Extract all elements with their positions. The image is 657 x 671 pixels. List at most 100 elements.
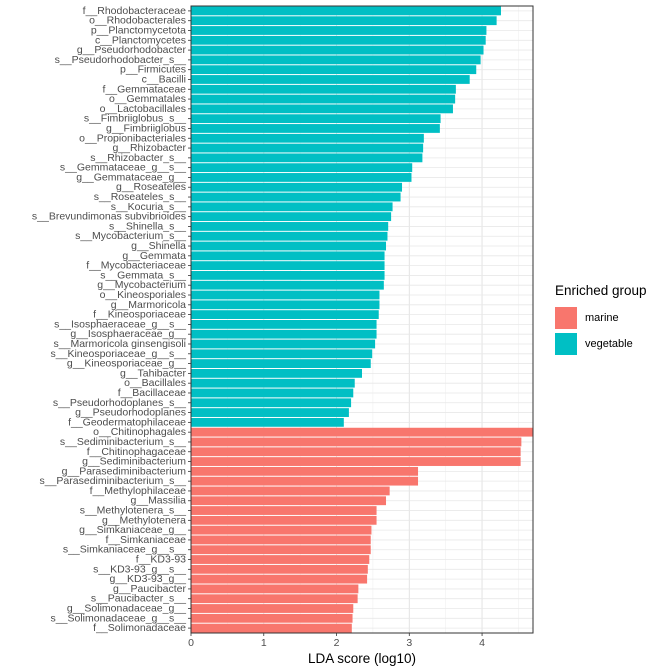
y-tick-label: s__Pseudorhodobacter_s__ bbox=[55, 54, 187, 66]
bar-marine bbox=[191, 613, 353, 623]
y-tick-label: s__Methylotenera_s__ bbox=[80, 505, 186, 517]
y-tick-label: g__Solimonadaceae_g__ bbox=[67, 603, 186, 615]
y-tick-label: g__Fimbriiglobus bbox=[106, 122, 186, 134]
bar-marine bbox=[191, 506, 377, 515]
bar-vegetable bbox=[191, 349, 373, 359]
bar-vegetable bbox=[191, 55, 481, 65]
bar-vegetable bbox=[191, 6, 501, 16]
legend-title: Enriched group bbox=[555, 283, 647, 298]
bar-vegetable bbox=[191, 408, 349, 417]
y-tick-label: o__Gemmatales bbox=[109, 93, 186, 105]
bar-vegetable bbox=[191, 84, 456, 94]
bar-vegetable bbox=[191, 16, 497, 26]
y-tick-label: o__Rhodobacterales bbox=[89, 15, 186, 27]
y-tick-label: s__Shinella_s__ bbox=[109, 220, 186, 232]
bar-marine bbox=[191, 555, 370, 564]
x-axis-title: LDA score (log10) bbox=[308, 651, 416, 666]
x-axis: 0 1 2 3 4 bbox=[188, 633, 485, 649]
bar-vegetable bbox=[191, 124, 440, 133]
y-tick-label: s__Sediminibacterium_s__ bbox=[60, 436, 186, 448]
x-tick-label: 4 bbox=[479, 637, 485, 649]
y-tick-label: p__Planctomycetota bbox=[91, 24, 186, 36]
bar-vegetable bbox=[191, 182, 403, 192]
panel-border bbox=[190, 5, 534, 634]
bar-vegetable bbox=[191, 417, 344, 427]
bar-vegetable bbox=[191, 319, 377, 329]
y-tick-label: s__Marmoricola ginsengisoli bbox=[54, 338, 186, 350]
y-tick-label: s__Gemmata_s__ bbox=[100, 269, 186, 281]
bar-vegetable bbox=[191, 75, 470, 84]
y-tick-label: f__Mycobacteriaceae bbox=[86, 260, 186, 272]
y-tick-label: g__Isosphaeraceae_g__ bbox=[70, 328, 186, 340]
y-tick-label: f__Bacillaceae bbox=[118, 387, 186, 399]
legend-key-marine bbox=[555, 307, 577, 329]
y-tick-label: g__Gemmata bbox=[122, 250, 186, 262]
y-tick-label: f__Solimonadaceae bbox=[93, 622, 186, 634]
y-tick-label: g__Roseateles bbox=[116, 181, 186, 193]
y-tick-label: f__Simkaniaceae bbox=[105, 534, 186, 546]
bar-vegetable bbox=[191, 359, 371, 368]
y-tick-label: o__Bacillales bbox=[124, 377, 186, 389]
y-tick-label: f__Rhodobacteraceae bbox=[83, 5, 186, 17]
y-tick-label: s__Kocuria_s__ bbox=[111, 201, 186, 213]
bars bbox=[191, 6, 533, 633]
x-tick-label: 3 bbox=[406, 637, 412, 649]
y-tick-label: s__Solimonadaceae_g__s__ bbox=[51, 612, 187, 624]
bar-vegetable bbox=[191, 388, 354, 398]
y-tick-label: g__Gemmataceae_g__ bbox=[76, 171, 186, 183]
legend-key-vegetable bbox=[555, 333, 577, 355]
bar-marine bbox=[191, 604, 354, 613]
y-tick-label: s__Kineosporiaceae_g__s__ bbox=[51, 348, 187, 360]
bar-vegetable bbox=[191, 222, 389, 231]
y-tick-label: o__Kineosporiales bbox=[100, 289, 186, 301]
bar-vegetable bbox=[191, 329, 377, 339]
bar-marine bbox=[191, 584, 359, 594]
y-tick-label: g__Methylotenera bbox=[102, 514, 186, 526]
x-tick-label: 1 bbox=[261, 637, 267, 649]
bar-marine bbox=[191, 427, 533, 437]
bar-vegetable bbox=[191, 114, 441, 124]
y-tick-label: o__Lactobacillales bbox=[100, 103, 186, 115]
y-tick-label: f__KD3-93 bbox=[136, 554, 186, 566]
y-tick-label: s__Mycobacterium_s__ bbox=[75, 230, 186, 242]
y-tick-label: g__Rhizobacter bbox=[112, 142, 186, 154]
y-tick-label: s__Paucibacter_s__ bbox=[91, 593, 186, 605]
bar-vegetable bbox=[191, 104, 453, 114]
y-tick-label: g__Paucibacter bbox=[113, 583, 186, 595]
bar-vegetable bbox=[191, 35, 486, 45]
bar-vegetable bbox=[191, 202, 393, 212]
bar-marine bbox=[191, 447, 521, 457]
bar-marine bbox=[191, 496, 387, 506]
bar-vegetable bbox=[191, 339, 376, 349]
y-tick-label: f__Gemmataceae bbox=[103, 83, 187, 95]
y-tick-label: g__Kineosporiaceae_g__ bbox=[67, 358, 186, 370]
bar-vegetable bbox=[191, 94, 456, 104]
y-tick-labels: f__Rhodobacteraceaeo__Rhodobacteralesp__… bbox=[32, 5, 191, 634]
y-tick-label: o__Chitinophagales bbox=[93, 426, 186, 438]
y-tick-label: s__Isosphaeraceae_g__s__ bbox=[54, 318, 186, 330]
y-tick-label: s__KD3-93_g__s__ bbox=[93, 563, 186, 575]
y-tick-label: g__Marmoricola bbox=[111, 299, 186, 311]
bar-marine bbox=[191, 457, 521, 466]
y-tick-label: f__Geodermatophilaceae bbox=[68, 416, 186, 428]
y-tick-label: s__Gemmataceae_g__s__ bbox=[60, 162, 186, 174]
y-tick-label: g__Pseudorhodobacter bbox=[77, 44, 187, 56]
y-tick-label: f__Chitinophagaceae bbox=[87, 446, 186, 458]
bar-vegetable bbox=[191, 231, 388, 241]
bar-vegetable bbox=[191, 133, 424, 143]
x-tick-label: 0 bbox=[188, 637, 194, 649]
y-tick-label: s__Rhizobacter_s__ bbox=[90, 152, 186, 164]
y-tick-label: g__Parasediminibacterium bbox=[62, 465, 187, 477]
y-tick-label: g__Tahibacter bbox=[120, 367, 186, 379]
y-tick-label: g__Simkaniaceae_g__ bbox=[79, 524, 186, 536]
y-tick-label: s__Pseudorhodoplanes_s__ bbox=[53, 397, 186, 409]
bar-vegetable bbox=[191, 45, 484, 55]
y-tick-label: f__Methylophilaceae bbox=[90, 485, 186, 497]
y-tick-label: s__Parasediminibacterium_s__ bbox=[40, 475, 187, 487]
bar-marine bbox=[191, 437, 522, 447]
x-tick-label: 2 bbox=[334, 637, 340, 649]
bar-vegetable bbox=[191, 26, 487, 35]
bar-marine bbox=[191, 476, 419, 486]
y-tick-label: p__Firmicutes bbox=[120, 64, 186, 76]
